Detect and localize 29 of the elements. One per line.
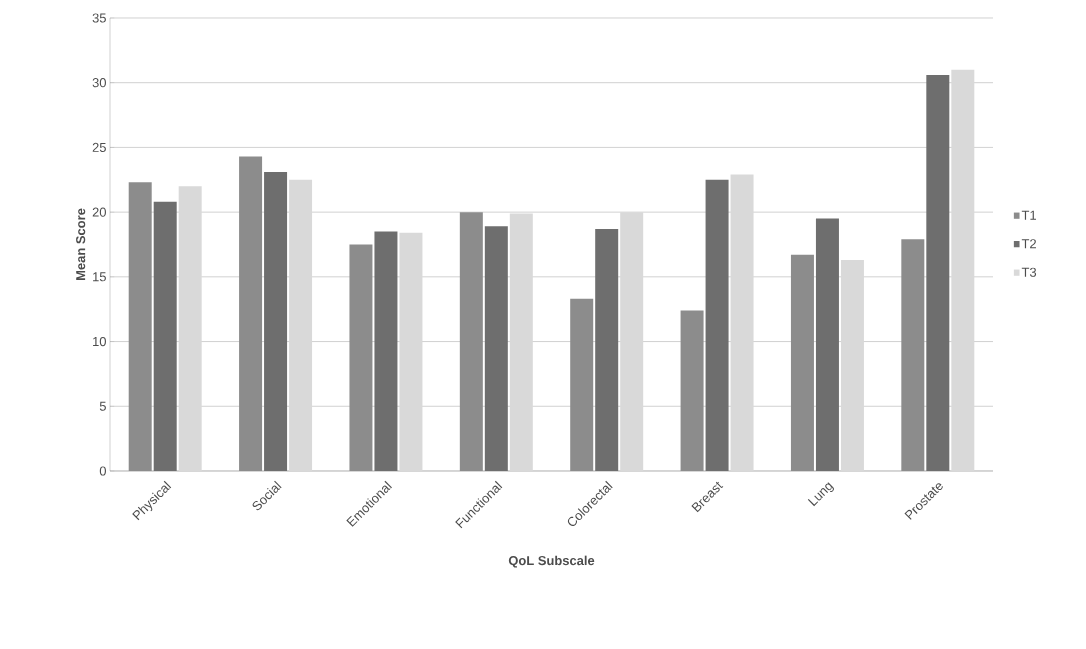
bar	[484, 226, 508, 471]
bar	[815, 218, 839, 471]
bar	[595, 228, 619, 471]
y-tick-label: 30	[92, 78, 106, 88]
bar	[374, 231, 398, 471]
y-tick-label: 10	[93, 336, 106, 347]
y-tick-label: 15	[93, 272, 106, 282]
bar	[951, 69, 975, 471]
bar	[399, 232, 423, 471]
bar	[509, 213, 533, 471]
y-tick-label: 25	[92, 142, 106, 152]
y-tick-label: 35	[92, 13, 106, 23]
bar	[289, 179, 313, 471]
bar	[730, 174, 754, 471]
bar	[620, 212, 644, 471]
x-axis-title: QoL Subscale	[508, 555, 595, 568]
bar	[178, 186, 202, 471]
y-tick-label: 5	[99, 401, 106, 411]
y-axis-title: Mean Score	[76, 208, 86, 280]
y-tick-label: 0	[99, 466, 106, 476]
bar	[840, 260, 864, 471]
legend-label: T1	[1021, 210, 1037, 220]
legend-label: T3	[1021, 267, 1037, 277]
bar	[264, 172, 288, 471]
y-tick-label: 20	[92, 207, 106, 217]
legend-label: T2	[1021, 239, 1036, 249]
bar	[153, 201, 177, 471]
bar	[705, 179, 729, 471]
bar	[926, 74, 950, 471]
